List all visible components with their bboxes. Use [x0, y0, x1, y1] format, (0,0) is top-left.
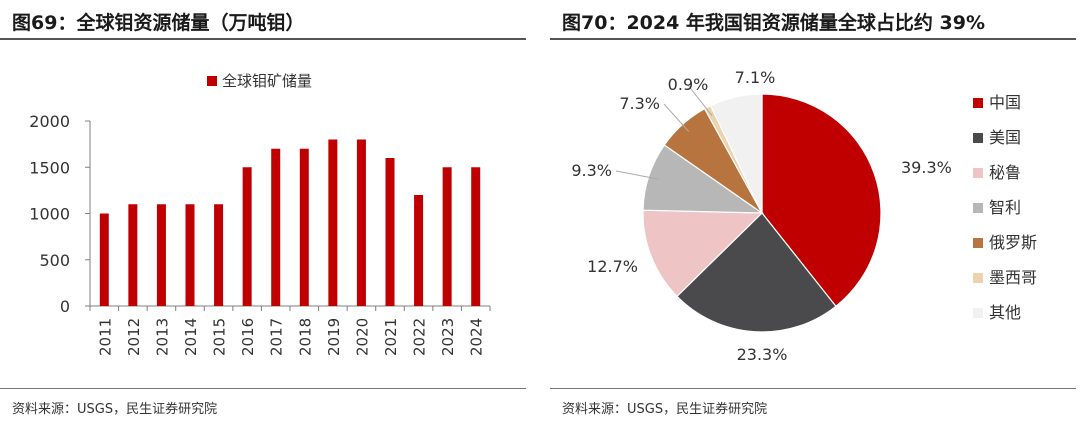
leader-line — [687, 84, 713, 116]
pie-chart-title: 图70：2024 年我国钼资源储量全球占比约 39% — [562, 12, 986, 34]
slice-label-智利: 9.3% — [571, 161, 612, 180]
x-tick-label: 2014 — [182, 318, 200, 356]
legend-label: 其他 — [989, 303, 1021, 322]
source-rule — [0, 388, 526, 389]
pie-chart-panel: 图70：2024 年我国钼资源储量全球占比约 39% 39.3% 23.3% 12.… — [550, 0, 1080, 421]
bar-2017 — [271, 148, 281, 306]
pie-slice-中国 — [761, 93, 882, 308]
legend-swatch — [973, 203, 983, 213]
legend-entry: 秘鲁 — [973, 163, 1021, 182]
legend-swatch — [973, 238, 983, 248]
pie-chart: 39.3% 23.3% 12.7% 9.3% 7.3% 0.9% 7.1% 中国美国秘鲁智利俄… — [571, 68, 1037, 364]
legend-entry: 中国 — [973, 93, 1021, 112]
legend-entry: 俄罗斯 — [973, 233, 1037, 252]
legend-entry: 美国 — [973, 128, 1021, 147]
y-tick-label: 1500 — [29, 158, 70, 177]
pie-slice-其他 — [709, 93, 763, 214]
legend-label: 俄罗斯 — [989, 233, 1037, 252]
slice-label-墨西哥: 0.9% — [668, 75, 709, 94]
legend-swatch — [973, 98, 983, 108]
bar-2021 — [385, 158, 395, 306]
leader-line — [663, 103, 690, 132]
pie-slice-秘鲁 — [642, 209, 764, 298]
bar-chart: 全球钼矿储量 0 500 1000 1500 2000 2011 2012 2013 2014 20… — [29, 72, 491, 356]
bar-chart-panel: 图69：全球钼资源储量（万吨钼） 全球钼矿储量 0 500 1000 1500 2000 2… — [0, 0, 530, 421]
x-tick-label: 2015 — [211, 318, 229, 356]
legend-swatch — [973, 273, 983, 283]
pie-chart-source: 资料来源：USGS，民生证券研究院 — [562, 402, 768, 417]
legend-swatch — [973, 168, 983, 178]
y-tick-label: 0 — [60, 297, 70, 316]
title-rule — [550, 38, 1076, 40]
bar-2014 — [185, 204, 195, 306]
slice-label-美国: 23.3% — [737, 345, 788, 364]
x-tick-label: 2017 — [268, 318, 286, 356]
bar-2016 — [242, 167, 252, 306]
y-tick-label: 1000 — [29, 205, 70, 224]
x-tick-label: 2023 — [439, 318, 457, 356]
bar-2019 — [328, 139, 338, 306]
legend-label: 全球钼矿储量 — [222, 72, 312, 90]
slice-label-其他: 7.1% — [735, 68, 776, 87]
bar-2022 — [414, 195, 424, 306]
bar-2011 — [99, 213, 109, 306]
y-tick-label: 500 — [39, 251, 70, 270]
bar-2012 — [128, 204, 138, 306]
bar-chart-title: 图69：全球钼资源储量（万吨钼） — [12, 12, 305, 34]
bar-2015 — [214, 204, 224, 306]
bar-2018 — [299, 148, 309, 306]
bar-2020 — [356, 139, 366, 306]
source-rule — [550, 388, 1076, 389]
bar-2013 — [156, 204, 166, 306]
bar-2023 — [442, 167, 452, 306]
pie-slice-美国 — [676, 212, 837, 333]
x-tick-label: 2024 — [468, 318, 486, 356]
leader-line — [615, 170, 659, 180]
legend-label: 美国 — [989, 128, 1021, 147]
x-tick-label: 2016 — [239, 318, 257, 356]
x-tick-label: 2012 — [125, 318, 143, 356]
slice-label-秘鲁: 12.7% — [587, 257, 638, 276]
slice-label-俄罗斯: 7.3% — [619, 94, 660, 113]
legend-swatch — [973, 308, 983, 318]
legend-entry: 墨西哥 — [973, 268, 1037, 287]
x-tick-label: 2011 — [96, 318, 114, 356]
legend-entry: 其他 — [973, 303, 1021, 322]
legend-swatch — [207, 76, 217, 86]
slice-label-中国: 39.3% — [901, 158, 952, 177]
legend-label: 秘鲁 — [989, 163, 1021, 182]
x-tick-label: 2021 — [382, 318, 400, 356]
legend-label: 中国 — [989, 93, 1021, 112]
legend-label: 智利 — [989, 198, 1021, 217]
x-tick-label: 2019 — [325, 318, 343, 356]
bar-chart-source: 资料来源：USGS，民生证券研究院 — [12, 402, 218, 417]
legend-entry: 智利 — [973, 198, 1021, 217]
legend-entry: 全球钼矿储量 — [207, 72, 312, 90]
legend-swatch — [973, 133, 983, 143]
title-rule — [0, 38, 526, 40]
x-tick-label: 2013 — [153, 318, 171, 356]
y-tick-label: 2000 — [29, 112, 70, 131]
x-tick-label: 2018 — [296, 318, 314, 356]
x-tick-label: 2020 — [353, 318, 371, 356]
bar-2024 — [471, 167, 481, 306]
legend-label: 墨西哥 — [989, 268, 1037, 287]
x-tick-label: 2022 — [411, 318, 429, 356]
